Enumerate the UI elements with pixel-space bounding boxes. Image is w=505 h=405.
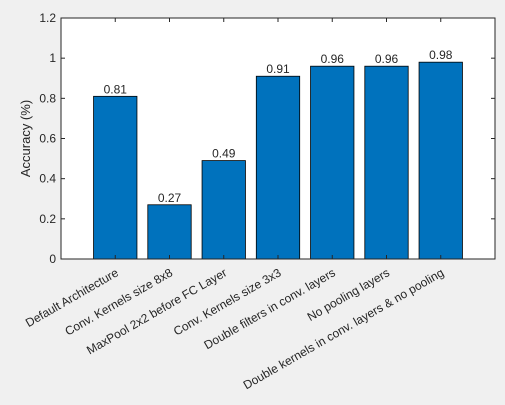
bar-value-label: 0.96 <box>321 52 345 66</box>
value-labels: 0.81 0.27 0.49 0.91 0.96 0.96 0.98 <box>104 48 453 205</box>
y-axis-label: Accuracy (%) <box>18 100 33 177</box>
bar-value-label: 0.81 <box>104 82 128 96</box>
bar <box>418 61 463 260</box>
bar <box>310 65 355 260</box>
bar <box>93 95 138 260</box>
y-tick-label: 0.8 <box>39 91 56 105</box>
y-tick-label: 0 <box>49 252 56 266</box>
bar <box>364 65 409 260</box>
bar-value-label: 0.91 <box>266 62 290 76</box>
y-axis: 00.20.40.60.811.2 <box>39 11 495 266</box>
bar-value-label: 0.27 <box>158 191 182 205</box>
y-tick-label: 0.6 <box>39 132 56 146</box>
y-tick-label: 0.2 <box>39 212 56 226</box>
bar-value-label: 0.98 <box>429 48 453 62</box>
bar-value-label: 0.49 <box>212 147 236 161</box>
y-tick-label: 1 <box>49 51 56 65</box>
bars <box>93 61 463 260</box>
y-tick-label: 1.2 <box>39 11 56 25</box>
bar <box>147 204 192 260</box>
bar <box>255 75 301 260</box>
bar <box>201 160 246 260</box>
y-tick-label: 0.4 <box>39 172 56 186</box>
bar-value-label: 0.96 <box>375 52 399 66</box>
